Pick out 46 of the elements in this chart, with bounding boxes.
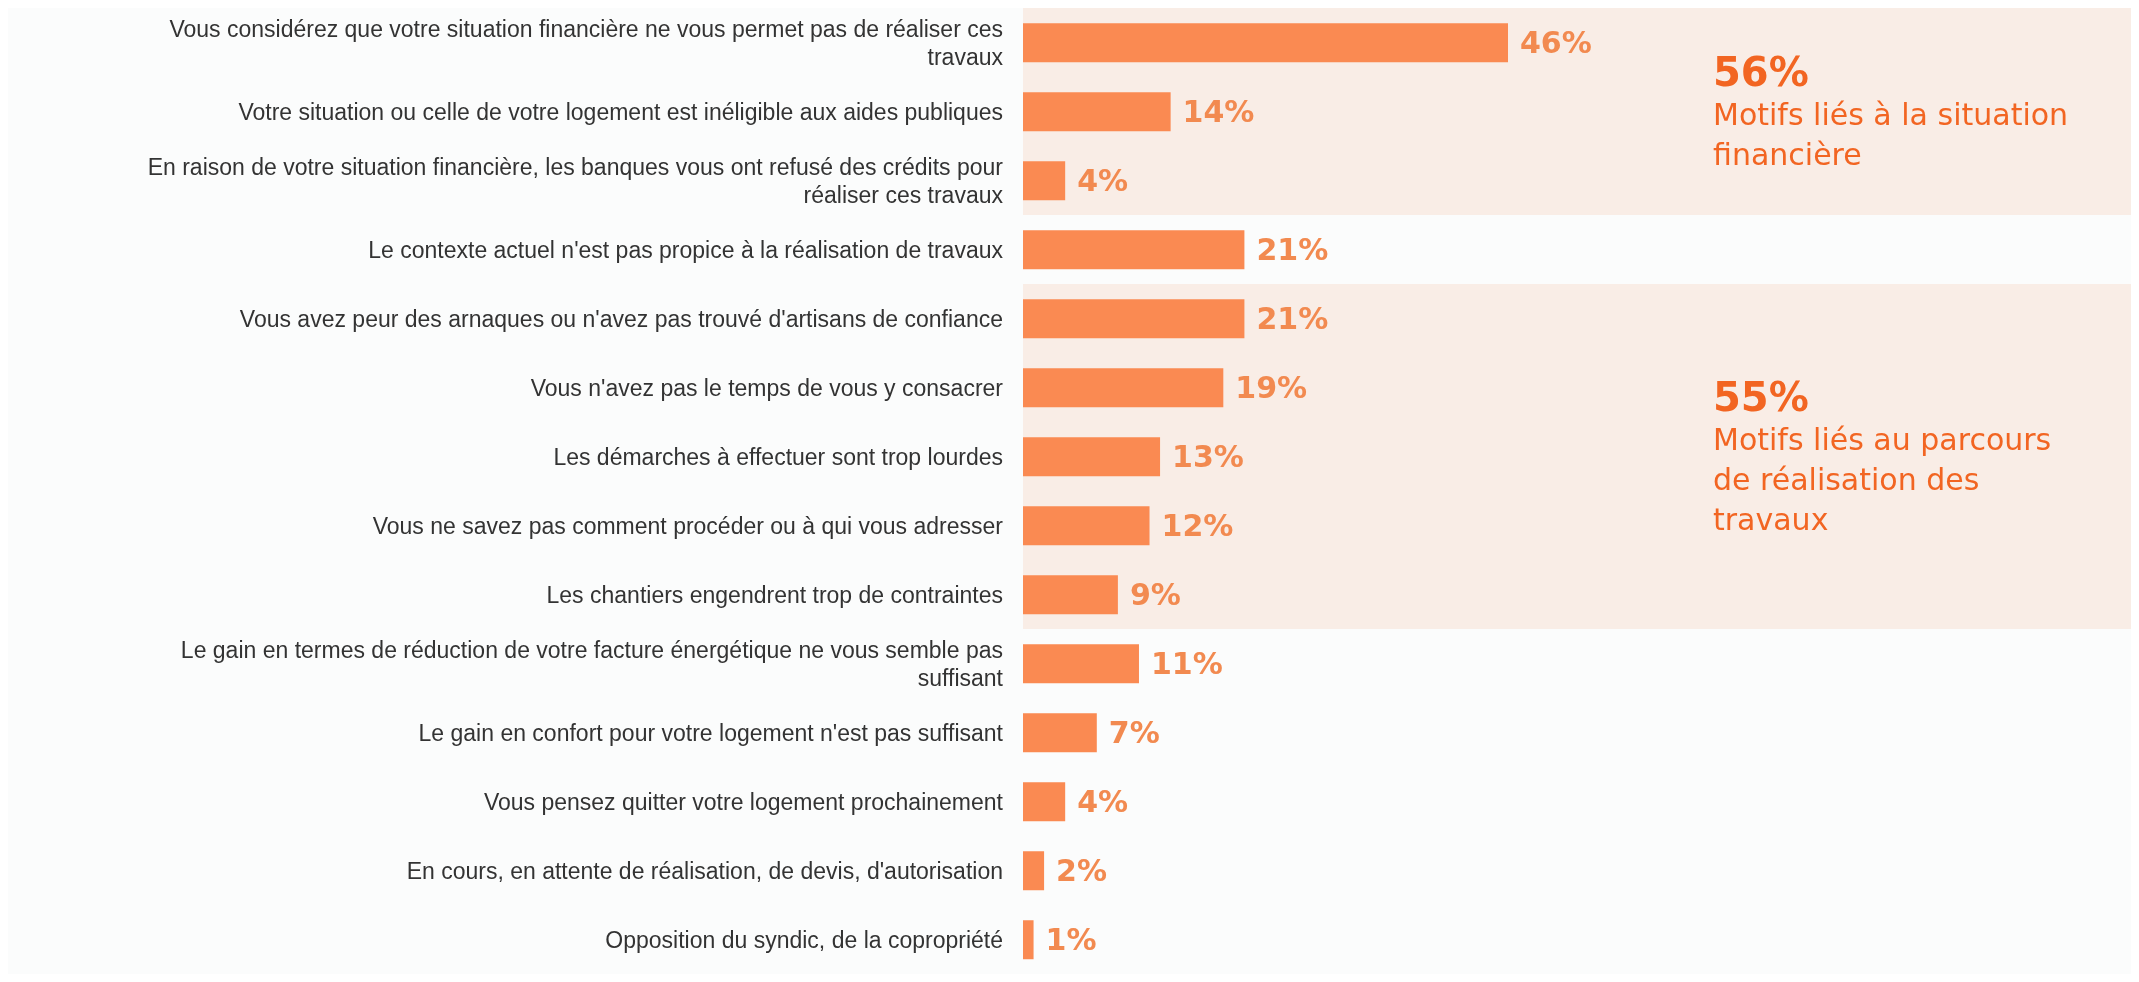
y-tick-label: Opposition du syndic, de la copropriété [605, 926, 1003, 953]
y-tick-label: Vous ne savez pas comment procéder ou à qui vous adresser [372, 512, 1004, 539]
band-label: Motifs liés au parcours de réalisation des travaux [1713, 420, 2053, 539]
data-label: 46% [1520, 25, 1592, 61]
data-label: 12% [1161, 508, 1234, 544]
text: 56% [1713, 48, 1810, 95]
data-label: 4% [1077, 784, 1129, 820]
data-label: 19% [1235, 370, 1308, 406]
data-label: 7% [1108, 715, 1160, 751]
bar [1023, 713, 1097, 753]
band-label: Motifs liés à la situation financière [1713, 95, 2070, 174]
data-label: 11% [1150, 646, 1223, 682]
bar [1023, 506, 1150, 546]
bar [1023, 230, 1245, 270]
bar [1023, 437, 1161, 477]
bar [1023, 23, 1508, 63]
y-tick-label: Les démarches à effectuer sont trop lourdes [553, 443, 1003, 470]
data-label: 9% [1129, 577, 1181, 613]
bar [1023, 161, 1066, 201]
y-tick-label: En cours, en attente de réalisation, de devis, d'autorisation [406, 857, 1003, 884]
y-tick-label: Votre situation ou celle de votre logement est inéligible aux aides publiques [238, 98, 1003, 125]
y-tick-label: Le gain en confort pour votre logement n'est pas suffisant [418, 719, 1004, 746]
data-label: 21% [1256, 301, 1329, 337]
y-tick-label: En raison de votre situation financière, les banques vous ont refusé des crédits pour réaliser ces travaux [147, 153, 1004, 208]
data-label: 21% [1256, 232, 1329, 268]
bar [1023, 782, 1066, 822]
data-label: 14% [1182, 94, 1255, 130]
y-tick-label: Vous avez peur des arnaques ou n'avez pas trouvé d'artisans de confiance [239, 305, 1003, 332]
bar [1023, 299, 1245, 339]
y-tick-label: Le contexte actuel n'est pas propice à la réalisation de travaux [368, 236, 1004, 263]
y-tick-label: Le gain en termes de réduction de votre facture énergétique ne vous semble pas suffisant [180, 636, 1004, 691]
bar [1023, 575, 1118, 615]
y-tick-label: Les chantiers engendrent trop de contraintes [546, 581, 1003, 608]
bar [1023, 644, 1139, 684]
data-label: 2% [1056, 853, 1108, 889]
bar [1023, 920, 1034, 960]
text: 55% [1713, 373, 1810, 420]
bar [1023, 368, 1224, 408]
y-tick-label: Vous n'avez pas le temps de vous y consacrer [530, 374, 1004, 401]
bar [1023, 851, 1045, 891]
data-label: 4% [1077, 163, 1129, 199]
data-label: 1% [1045, 922, 1097, 958]
bar [1023, 92, 1171, 132]
y-tick-label: Vous considérez que votre situation financière ne vous permet pas de réaliser ces travaux [169, 15, 1004, 70]
data-label: 13% [1172, 439, 1244, 475]
y-tick-label: Vous pensez quitter votre logement prochainement [483, 788, 1004, 815]
